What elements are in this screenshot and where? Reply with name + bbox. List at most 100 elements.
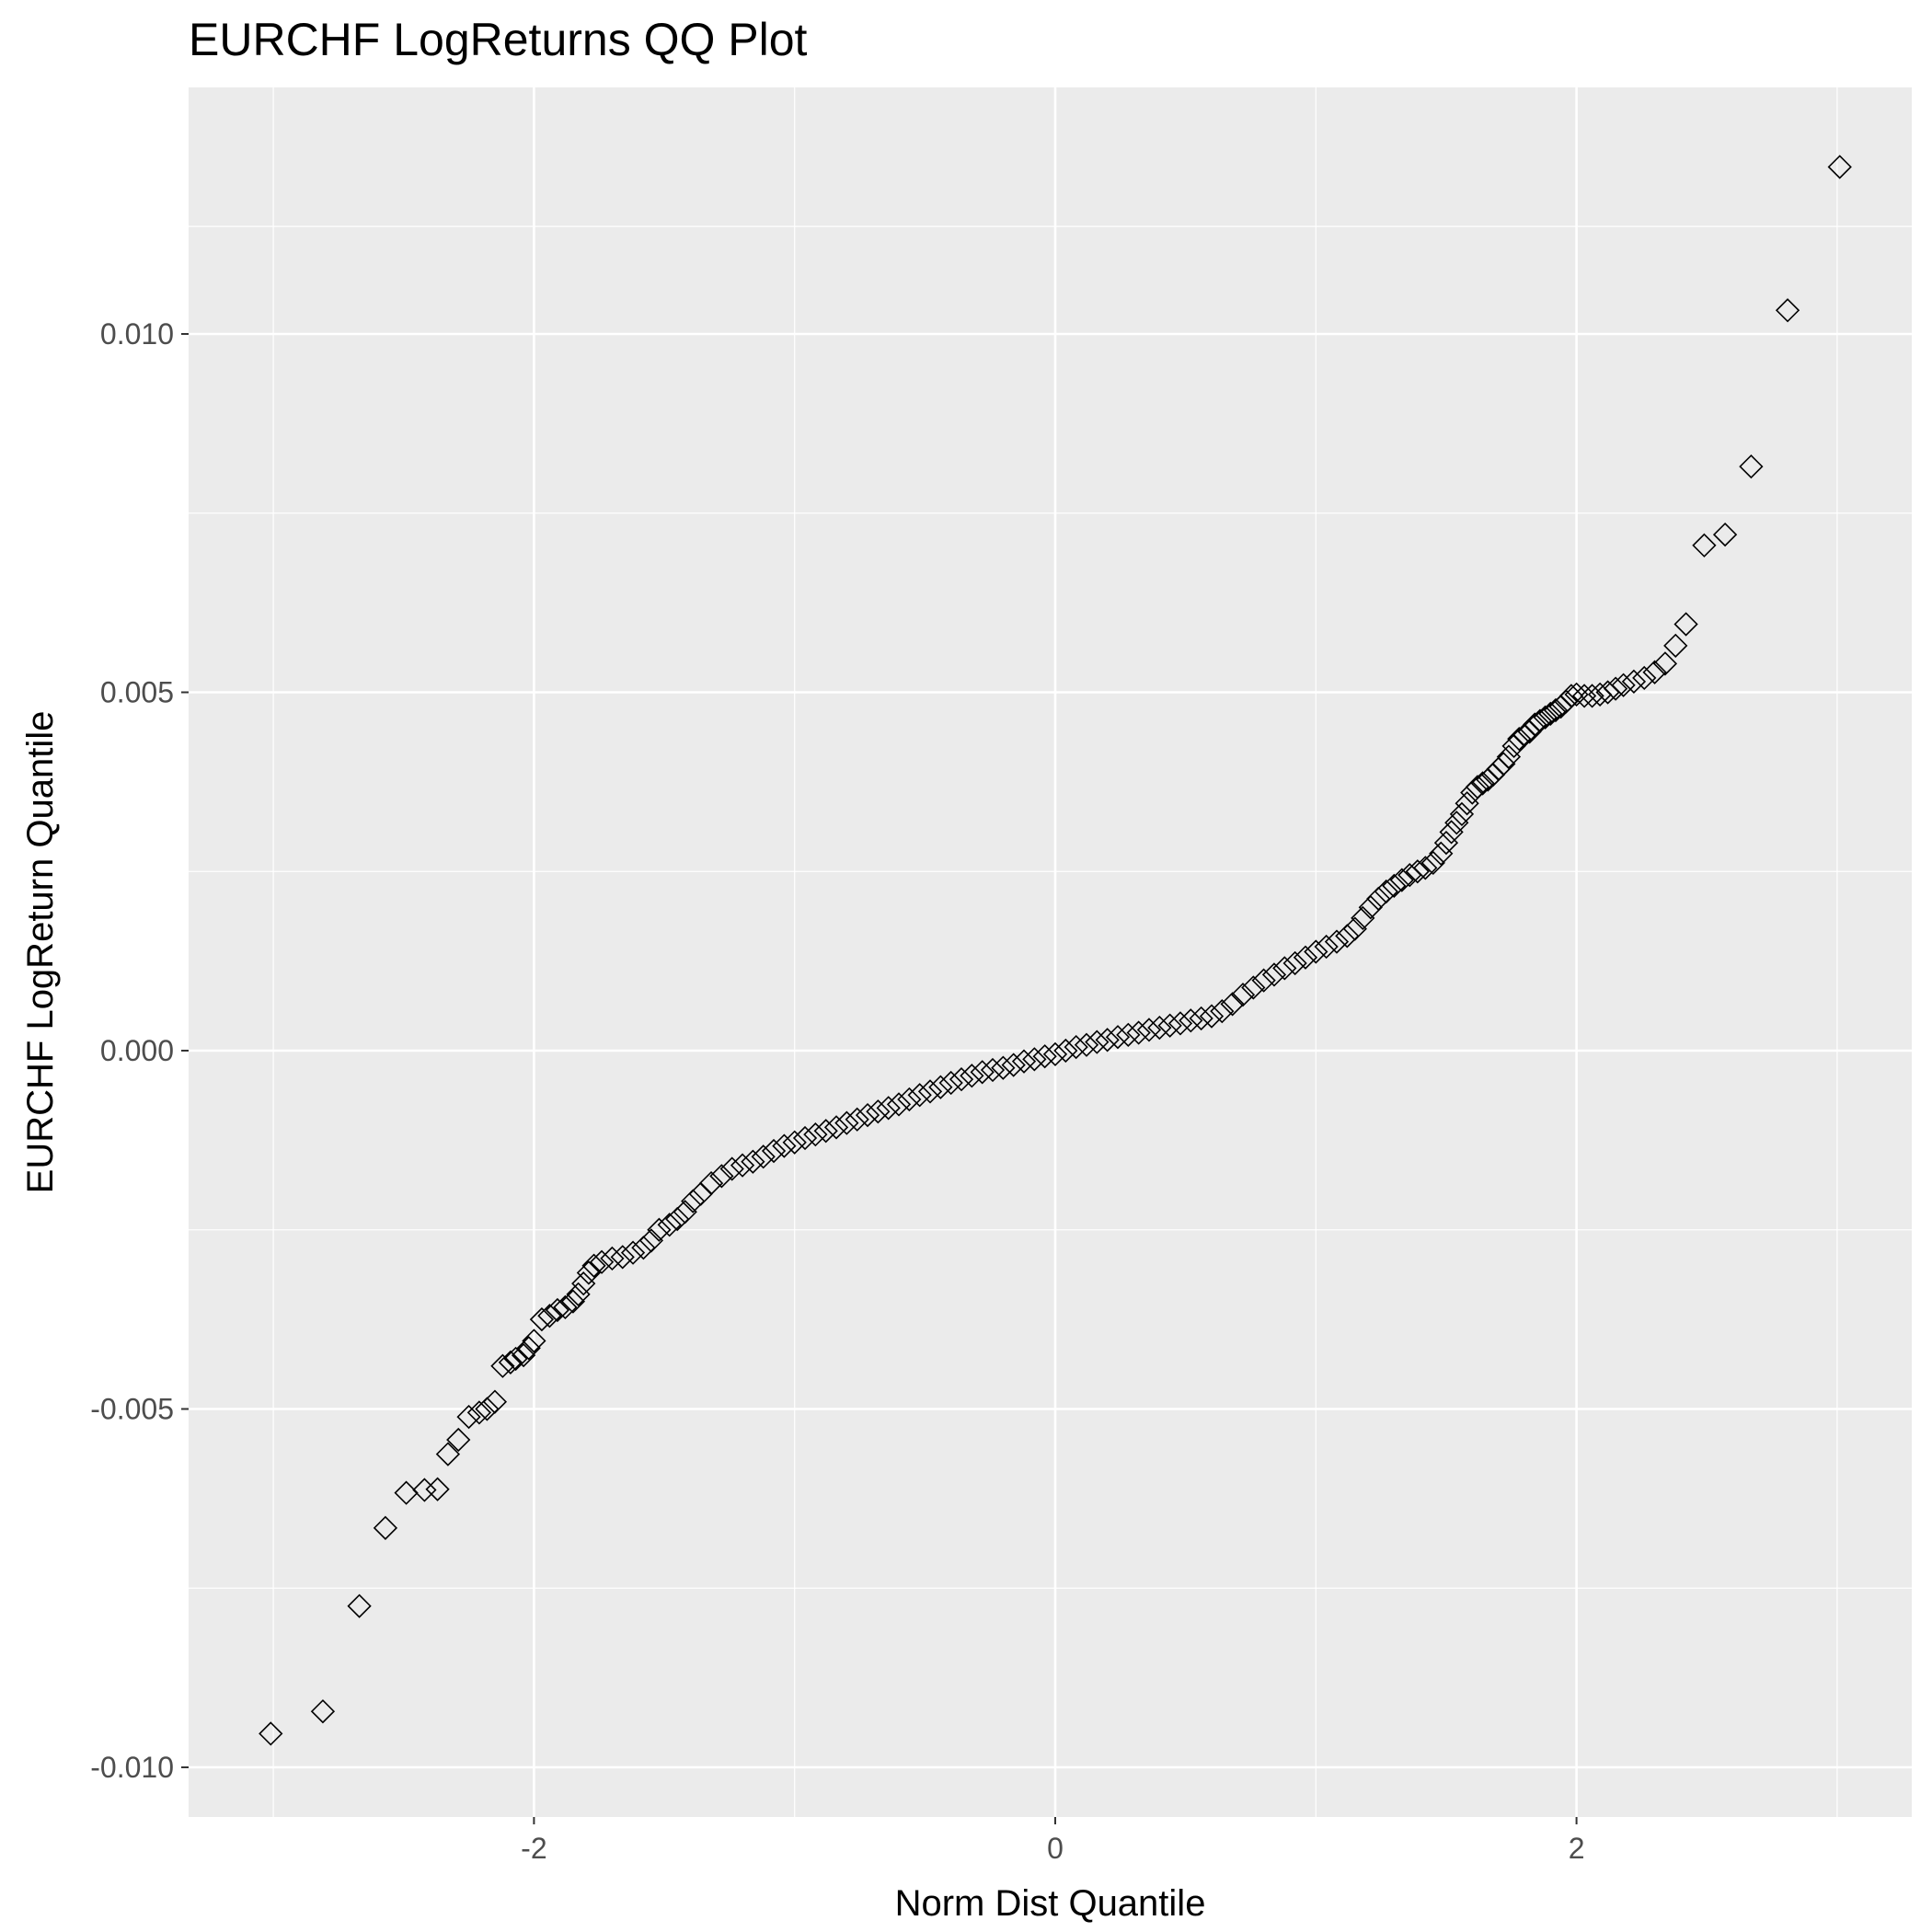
- qq-point: [1136, 1018, 1162, 1042]
- qq-point: [1405, 859, 1430, 884]
- qq-point: [761, 1138, 787, 1164]
- x-tick-label: 2: [1569, 1832, 1585, 1865]
- qq-point: [751, 1144, 776, 1169]
- data-points: [259, 155, 1852, 1746]
- qq-point: [1085, 1029, 1110, 1054]
- qq-point: [657, 1213, 682, 1237]
- qq-point: [1642, 660, 1667, 684]
- qq-point: [1611, 673, 1636, 697]
- qq-point: [1429, 841, 1454, 866]
- qq-point: [1652, 651, 1678, 676]
- qq-point: [647, 1217, 672, 1242]
- minor-gridlines: [189, 87, 1912, 1817]
- plot-panel: [189, 87, 1912, 1817]
- qq-point: [1449, 801, 1475, 827]
- qq-point: [1167, 1011, 1193, 1036]
- qq-point: [1527, 708, 1553, 733]
- qq-point: [566, 1282, 591, 1306]
- qq-point: [730, 1153, 755, 1178]
- qq-point: [553, 1294, 578, 1320]
- qq-point: [949, 1067, 974, 1092]
- qq-point: [1621, 669, 1647, 694]
- qq-point: [1147, 1015, 1172, 1041]
- qq-point: [792, 1125, 818, 1151]
- qq-point: [1105, 1025, 1131, 1050]
- qq-point: [1022, 1047, 1047, 1072]
- qq-point: [1538, 701, 1563, 727]
- qq-point: [1282, 950, 1307, 976]
- qq-point: [310, 1699, 336, 1724]
- qq-point: [938, 1070, 963, 1096]
- qq-point: [490, 1353, 515, 1378]
- qq-point: [698, 1170, 724, 1196]
- qq-point: [1564, 682, 1589, 707]
- y-axis-title: EURCHF LogReturn Quantile: [20, 711, 61, 1194]
- qq-point: [907, 1083, 932, 1108]
- qq-point: [1444, 811, 1469, 835]
- qq-point: [1157, 1013, 1182, 1038]
- qq-point: [1389, 868, 1414, 892]
- qq-point: [813, 1119, 838, 1144]
- qq-point: [537, 1304, 562, 1328]
- qq-point: [980, 1057, 1006, 1083]
- qq-point: [1042, 1041, 1068, 1067]
- qq-point: [503, 1346, 528, 1372]
- qq-point: [412, 1478, 437, 1502]
- qq-point: [1210, 999, 1235, 1024]
- qq-point: [1507, 727, 1532, 752]
- qq-point: [855, 1102, 880, 1128]
- qq-point: [1543, 697, 1569, 723]
- qq-point: [1335, 924, 1360, 949]
- qq-point: [1116, 1022, 1141, 1047]
- y-axis: -0.010 -0.005 0.000 0.005 0.010: [90, 317, 189, 1784]
- qq-point: [1064, 1034, 1088, 1060]
- qq-point: [1366, 886, 1391, 911]
- qq-point: [1420, 850, 1445, 876]
- qq-point: [446, 1427, 471, 1453]
- qq-point: [1126, 1020, 1151, 1045]
- qq-point: [1272, 956, 1297, 981]
- qq-point: [347, 1593, 372, 1618]
- qq-point: [435, 1442, 461, 1466]
- qq-point: [1293, 945, 1318, 970]
- qq-point: [1413, 856, 1438, 880]
- x-tick-label: -2: [521, 1832, 546, 1865]
- qq-point: [545, 1297, 570, 1323]
- qq-point: [991, 1055, 1016, 1080]
- qq-point: [1095, 1028, 1120, 1052]
- qq-point: [866, 1099, 891, 1124]
- qq-point: [482, 1389, 508, 1414]
- qq-point: [897, 1087, 922, 1112]
- qq-point: [665, 1206, 690, 1232]
- qq-point: [1523, 712, 1547, 737]
- qq-point: [834, 1110, 859, 1135]
- qq-point: [498, 1350, 523, 1374]
- qq-point: [1739, 454, 1764, 479]
- qq-point: [1673, 612, 1698, 637]
- qq-point: [1351, 905, 1375, 931]
- qq-point: [589, 1249, 615, 1274]
- qq-point: [1470, 771, 1495, 796]
- qq-point: [610, 1245, 635, 1270]
- qq-point: [1663, 633, 1688, 658]
- qq-point: [1314, 934, 1339, 960]
- qq-point: [576, 1260, 602, 1285]
- qq-point: [772, 1133, 797, 1158]
- qq-point: [1241, 975, 1266, 1000]
- qq-point: [970, 1060, 995, 1085]
- qq-point: [1011, 1049, 1037, 1074]
- y-tick-label: 0.005: [100, 676, 174, 709]
- qq-point: [1342, 916, 1367, 941]
- qq-point: [581, 1253, 606, 1278]
- qq-point: [1439, 820, 1464, 845]
- qq-point: [511, 1342, 536, 1368]
- qq-point: [1712, 522, 1738, 547]
- x-axis: -2 0 2: [521, 1817, 1584, 1865]
- qq-point: [823, 1115, 849, 1140]
- qq-point: [620, 1240, 646, 1265]
- qq-point: [456, 1404, 481, 1430]
- qq-point: [1261, 962, 1287, 987]
- qq-point: [1603, 676, 1628, 701]
- qq-point: [1251, 968, 1276, 993]
- qq-point: [1032, 1044, 1057, 1069]
